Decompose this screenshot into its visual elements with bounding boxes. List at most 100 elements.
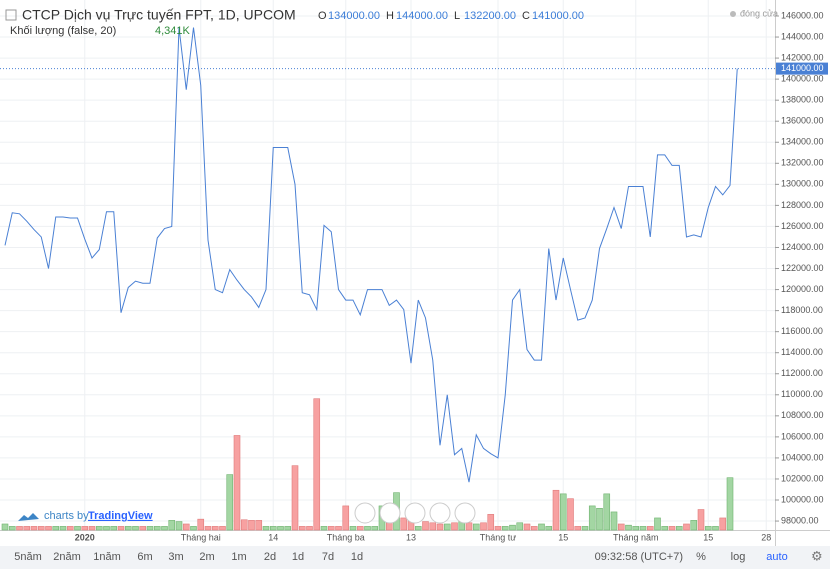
y-tick-label: 102000.00 (781, 473, 824, 483)
y-tick-label: 114000.00 (781, 347, 823, 357)
volume-bar (269, 526, 277, 531)
volume-bar (110, 526, 118, 531)
y-tick-label: 116000.00 (781, 326, 823, 336)
volume-bar (45, 526, 52, 531)
x-tick-label: Tháng hai (181, 532, 221, 542)
volume-bar (625, 524, 632, 531)
range-button[interactable]: 2d (264, 551, 276, 563)
range-button[interactable]: 1d (292, 551, 304, 563)
toolbar (0, 546, 830, 569)
range-button[interactable]: 5năm (14, 551, 42, 563)
range-button[interactable]: 6m (137, 551, 152, 563)
y-tick-label: 100000.00 (781, 494, 824, 504)
branding-link[interactable]: TradingView (88, 510, 153, 522)
range-button[interactable]: 1m (231, 551, 246, 563)
price-line (4, 27, 738, 483)
volume-bar (291, 465, 299, 531)
volume-legend: Khối lượng (false, 20) (10, 25, 116, 37)
volume-bar (617, 523, 625, 531)
ohlc-key: H (386, 10, 394, 22)
branding-prefix: charts by (44, 510, 89, 522)
volume-bar (313, 398, 321, 531)
volume-bar (494, 526, 502, 531)
range-button[interactable]: 2m (199, 551, 214, 563)
volume-bar (552, 489, 560, 531)
volume-bar (400, 517, 408, 531)
range-button[interactable]: 1d (351, 551, 363, 563)
volume-bar (443, 523, 451, 531)
ohlc-key: L (454, 10, 460, 22)
scale-button[interactable]: auto (766, 551, 787, 563)
volume-bar (59, 526, 67, 531)
y-tick-label: 134000.00 (781, 137, 824, 147)
navigation-buttons (354, 502, 476, 524)
volume-bar (704, 526, 712, 531)
volume-bar (204, 526, 212, 531)
y-tick-label: 122000.00 (781, 263, 824, 273)
volume-bar (465, 522, 473, 531)
volume-bar (567, 498, 574, 531)
volume-bar (255, 520, 263, 531)
volume-bar (124, 526, 132, 531)
ohlc-value: 132200.00 (464, 10, 516, 22)
volume-bar (226, 474, 234, 531)
x-tick-label: 13 (406, 532, 416, 542)
volume-bar (103, 526, 110, 531)
volume-bar (168, 520, 176, 531)
y-tick-label: 112000.00 (781, 368, 823, 378)
range-button[interactable]: 3m (168, 551, 183, 563)
volume-bar (74, 526, 81, 531)
scroll-left[interactable] (354, 502, 376, 524)
y-tick-label: 110000.00 (781, 389, 823, 399)
volume-bar (588, 505, 596, 531)
market-status: đóng cửa (740, 8, 778, 18)
y-tick-label: 144000.00 (781, 31, 824, 41)
volume-bar (422, 521, 429, 531)
range-button[interactable]: 2năm (53, 551, 81, 563)
y-tick-label: 118000.00 (781, 305, 823, 315)
scroll-right[interactable] (454, 502, 476, 524)
y-tick-label: 136000.00 (781, 116, 824, 126)
range-button[interactable]: 7d (322, 551, 334, 563)
zoom-out[interactable] (379, 502, 401, 524)
volume-bar (509, 524, 516, 531)
volume-bar (451, 522, 458, 531)
volume-bar (233, 435, 241, 531)
volume-bar (371, 526, 379, 531)
y-tick-label: 130000.00 (781, 179, 824, 189)
volume-bar (175, 521, 183, 531)
x-tick-label: 15 (703, 532, 713, 542)
volume-bar (581, 526, 589, 531)
x-tick-label: 28 (761, 532, 771, 542)
volume-bar (668, 526, 676, 531)
y-tick-label: 124000.00 (781, 242, 824, 252)
last-price-label: 141000.00 (781, 63, 824, 73)
volume-bar (646, 526, 654, 531)
volume-bar (429, 522, 437, 531)
x-tick-label: Tháng ba (327, 532, 365, 542)
volume-value: 4,341K (155, 25, 191, 37)
volume-bar (306, 526, 313, 531)
clock: 09:32:58 (UTC+7) (595, 551, 683, 563)
volume-bar (146, 526, 154, 531)
x-tick-label: 14 (268, 532, 278, 542)
scale-button[interactable]: % (696, 551, 706, 563)
collapse-icon[interactable] (5, 9, 17, 21)
reset[interactable] (404, 502, 426, 524)
scale-button[interactable]: log (731, 551, 746, 563)
volume-bar (8, 526, 16, 531)
y-tick-label: 98000.00 (781, 515, 819, 525)
volume-bar (530, 526, 538, 531)
y-tick-label: 128000.00 (781, 200, 824, 210)
volume-bar (414, 526, 422, 531)
zoom-in[interactable] (429, 502, 451, 524)
range-button[interactable]: 1năm (93, 551, 121, 563)
volume-bar (610, 511, 618, 531)
volume-bar (30, 526, 38, 531)
settings-icon[interactable]: ⚙ (811, 548, 823, 563)
volume-bar (284, 526, 292, 531)
volume-bar (298, 526, 306, 531)
volume-bar (523, 523, 531, 531)
y-tick-label: 142000.00 (781, 52, 824, 62)
status-dot (730, 11, 736, 17)
